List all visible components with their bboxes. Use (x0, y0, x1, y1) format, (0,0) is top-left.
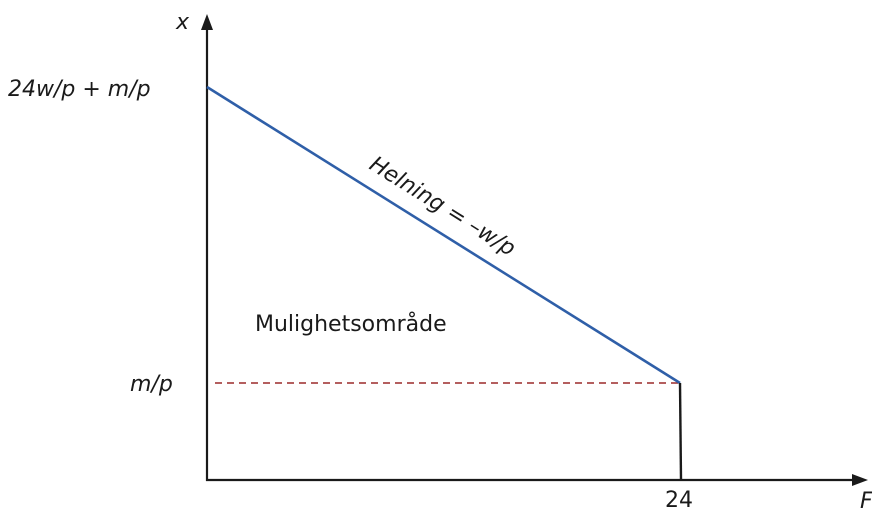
feasible-region-label: Mulighetsområde (255, 311, 447, 337)
y-intercept-label: 24w/p + m/p (8, 77, 151, 102)
x-tick-label: 24 (665, 488, 693, 513)
kink-label: m/p (130, 372, 173, 397)
y-axis-label: x (175, 10, 190, 35)
x-axis-arrow (852, 474, 868, 486)
y-axis-arrow (201, 14, 213, 30)
budget-line (206, 85, 681, 385)
x-axis-label: F (860, 489, 872, 513)
endowment-vertical-line (678, 382, 683, 481)
slope-label: Helning = –w/p (365, 152, 520, 262)
